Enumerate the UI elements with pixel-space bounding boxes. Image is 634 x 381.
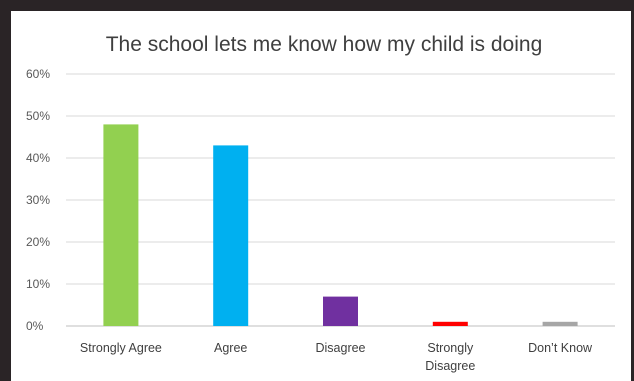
bar [103, 124, 139, 327]
y-tick-label: 30% [26, 193, 50, 207]
y-tick-label: 40% [26, 151, 50, 165]
bar [323, 296, 358, 326]
x-category-label: Don’t Know [528, 341, 593, 355]
bar [542, 321, 578, 326]
x-category-label: Disagree [425, 359, 475, 373]
x-category-label: Agree [214, 341, 247, 355]
y-tick-label: 50% [26, 109, 50, 123]
bars [103, 124, 578, 327]
x-category-label: Strongly [427, 341, 474, 355]
y-tick-label: 20% [26, 235, 50, 249]
gridlines [66, 73, 615, 327]
x-category-label: Disagree [315, 341, 365, 355]
y-axis-tick-labels: 0% 10% 20% 30% 40% 50% 60% [26, 67, 50, 333]
x-axis-category-labels: Strongly Agree Agree Disagree Strongly Disag… [80, 341, 593, 373]
bar [213, 145, 249, 326]
y-tick-label: 10% [26, 277, 50, 291]
bar [432, 321, 468, 326]
y-tick-label: 60% [26, 67, 50, 81]
y-tick-label: 0% [26, 319, 44, 333]
chart-card: The school lets me know how my child is … [11, 11, 631, 381]
chart-title: The school lets me know how my child is … [106, 33, 543, 56]
x-category-label: Strongly Agree [80, 341, 162, 355]
bar-chart: The school lets me know how my child is … [26, 33, 615, 373]
